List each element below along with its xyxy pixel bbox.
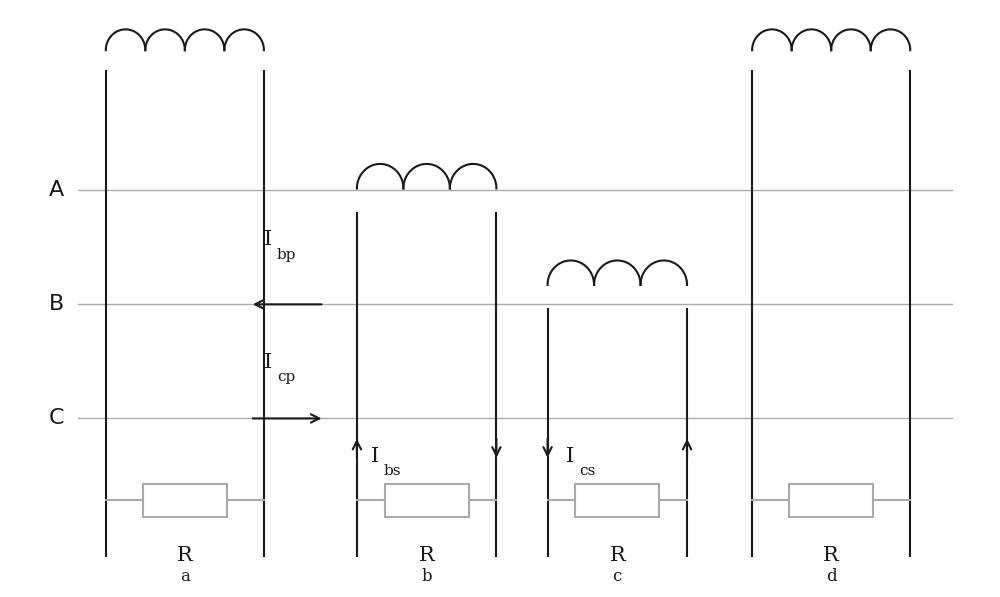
Text: R: R (419, 546, 435, 565)
Text: bs: bs (384, 464, 401, 478)
Text: B: B (49, 294, 64, 315)
Text: a: a (180, 568, 190, 585)
Text: bp: bp (277, 248, 296, 261)
Text: c: c (613, 568, 622, 585)
Text: R: R (823, 546, 839, 565)
Text: A: A (49, 180, 64, 200)
Text: C: C (48, 408, 64, 429)
Bar (143, 484, 227, 517)
Text: R: R (609, 546, 625, 565)
Bar (385, 484, 468, 517)
Text: I: I (566, 447, 574, 466)
Bar (789, 484, 873, 517)
Bar (575, 484, 659, 517)
Text: I: I (264, 230, 272, 250)
Text: d: d (826, 568, 837, 585)
Text: b: b (421, 568, 432, 585)
Text: I: I (264, 353, 272, 373)
Text: I: I (371, 447, 379, 466)
Text: cs: cs (579, 464, 595, 478)
Text: R: R (177, 546, 193, 565)
Text: cp: cp (277, 371, 295, 384)
